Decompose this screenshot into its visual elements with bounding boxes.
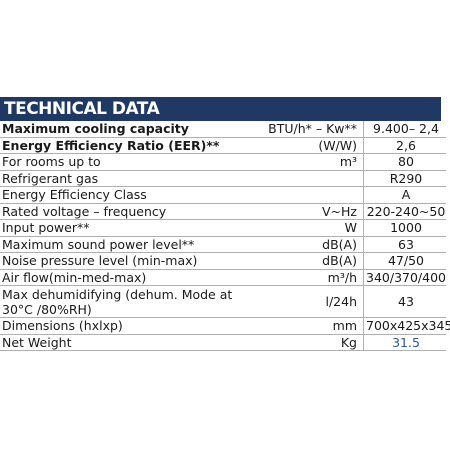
row-label: Maximum cooling capacity <box>0 121 256 138</box>
table-row: Energy Efficiency Class A <box>0 186 446 204</box>
row-value: 31.5 <box>363 334 446 351</box>
row-value: 47/50 <box>363 252 446 270</box>
row-value: A <box>363 186 446 204</box>
row-label: Maximum sound power level** <box>0 236 256 253</box>
row-value: 1000 <box>363 219 446 237</box>
row-label: Noise pressure level (min-max) <box>0 252 256 270</box>
row-unit: V~Hz <box>256 203 364 220</box>
row-unit: m³/h <box>256 269 364 286</box>
row-value: 2,6 <box>363 137 446 154</box>
row-value: 63 <box>363 236 446 253</box>
row-unit: dB(A) <box>256 252 364 270</box>
row-value: 340/370/400 <box>363 269 446 286</box>
row-unit: m³ <box>256 153 364 171</box>
row-label: Air flow(min-med-max) <box>0 269 256 286</box>
row-value: R290 <box>363 170 446 187</box>
table-row: Air flow(min-med-max) m³/h 340/370/400 <box>0 269 446 286</box>
row-value: 700x425x345 <box>363 317 450 335</box>
table-row: Rated voltage – frequency V~Hz 220-240~5… <box>0 203 446 220</box>
row-label: Max dehumidifying (dehum. Mode at 30°C /… <box>0 285 256 318</box>
row-value: 43 <box>363 285 446 318</box>
table-row: Maximum sound power level** dB(A) 63 <box>0 236 446 253</box>
row-unit: dB(A) <box>256 236 364 253</box>
row-label: Refrigerant gas <box>0 170 256 187</box>
table-row: Noise pressure level (min-max) dB(A) 47/… <box>0 252 446 270</box>
row-value: 9.400– 2,4 <box>363 121 446 138</box>
row-label: Dimensions (hxlxp) <box>0 317 256 335</box>
row-label: Net Weight <box>0 334 256 351</box>
row-unit <box>256 170 364 187</box>
row-label: Rated voltage – frequency <box>0 203 256 220</box>
table-row: Net Weight Kg 31.5 <box>0 334 446 351</box>
row-unit: (W/W) <box>256 137 364 154</box>
table-row: Dimensions (hxlxp) mm 700x425x345 <box>0 317 450 335</box>
row-unit: l/24h <box>256 285 364 318</box>
row-label: For rooms up to <box>0 153 256 171</box>
section-header: TECHNICAL DATA <box>0 97 441 121</box>
table-row: Refrigerant gas R290 <box>0 170 446 187</box>
table-row: Max dehumidifying (dehum. Mode at 30°C /… <box>0 285 446 318</box>
row-value: 80 <box>363 153 446 171</box>
technical-data-sheet: TECHNICAL DATA Maximum cooling capacity … <box>0 97 450 351</box>
row-label: Energy Efficiency Class <box>0 186 256 204</box>
table-row: Input power** W 1000 <box>0 219 446 237</box>
row-unit <box>256 186 364 204</box>
row-unit: mm <box>256 317 364 335</box>
row-label: Input power** <box>0 219 256 237</box>
row-label: Energy Efficiency Ratio (EER)** <box>0 137 256 154</box>
table-row: For rooms up to m³ 80 <box>0 153 446 171</box>
row-unit: Kg <box>256 334 364 351</box>
table-row: Maximum cooling capacity BTU/h* – Kw** 9… <box>0 121 446 138</box>
row-unit: W <box>256 219 364 237</box>
row-value: 220-240~50 <box>363 203 446 220</box>
row-unit: BTU/h* – Kw** <box>256 121 364 138</box>
spec-table: Maximum cooling capacity BTU/h* – Kw** 9… <box>0 121 450 351</box>
table-row: Energy Efficiency Ratio (EER)** (W/W) 2,… <box>0 137 446 154</box>
